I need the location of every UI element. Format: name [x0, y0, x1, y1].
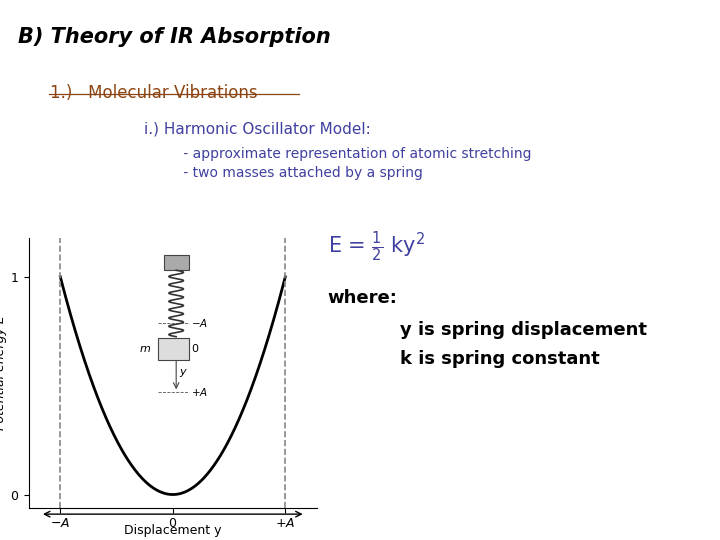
Text: 0: 0 — [191, 343, 198, 354]
Text: y is spring displacement: y is spring displacement — [400, 321, 647, 339]
Text: Displacement y: Displacement y — [124, 524, 222, 537]
Text: 1.)   Molecular Vibrations: 1.) Molecular Vibrations — [50, 84, 258, 102]
Bar — [164, 255, 189, 270]
Text: - approximate representation of atomic stretching: - approximate representation of atomic s… — [144, 147, 531, 161]
Text: $+A$: $+A$ — [191, 386, 208, 398]
Y-axis label: Potential energy E: Potential energy E — [0, 315, 7, 430]
Text: k is spring constant: k is spring constant — [400, 350, 599, 368]
Text: m: m — [140, 343, 150, 354]
Text: E = $\frac{1}{2}$ ky$^{2}$: E = $\frac{1}{2}$ ky$^{2}$ — [328, 230, 425, 264]
Text: where:: where: — [328, 289, 397, 307]
Text: i.) Harmonic Oscillator Model:: i.) Harmonic Oscillator Model: — [144, 122, 371, 137]
Text: y: y — [179, 367, 186, 376]
Bar — [158, 338, 189, 360]
Text: B) Theory of IR Absorption: B) Theory of IR Absorption — [18, 27, 330, 47]
Text: - two masses attached by a spring: - two masses attached by a spring — [144, 166, 423, 180]
Text: $-A$: $-A$ — [191, 316, 208, 328]
